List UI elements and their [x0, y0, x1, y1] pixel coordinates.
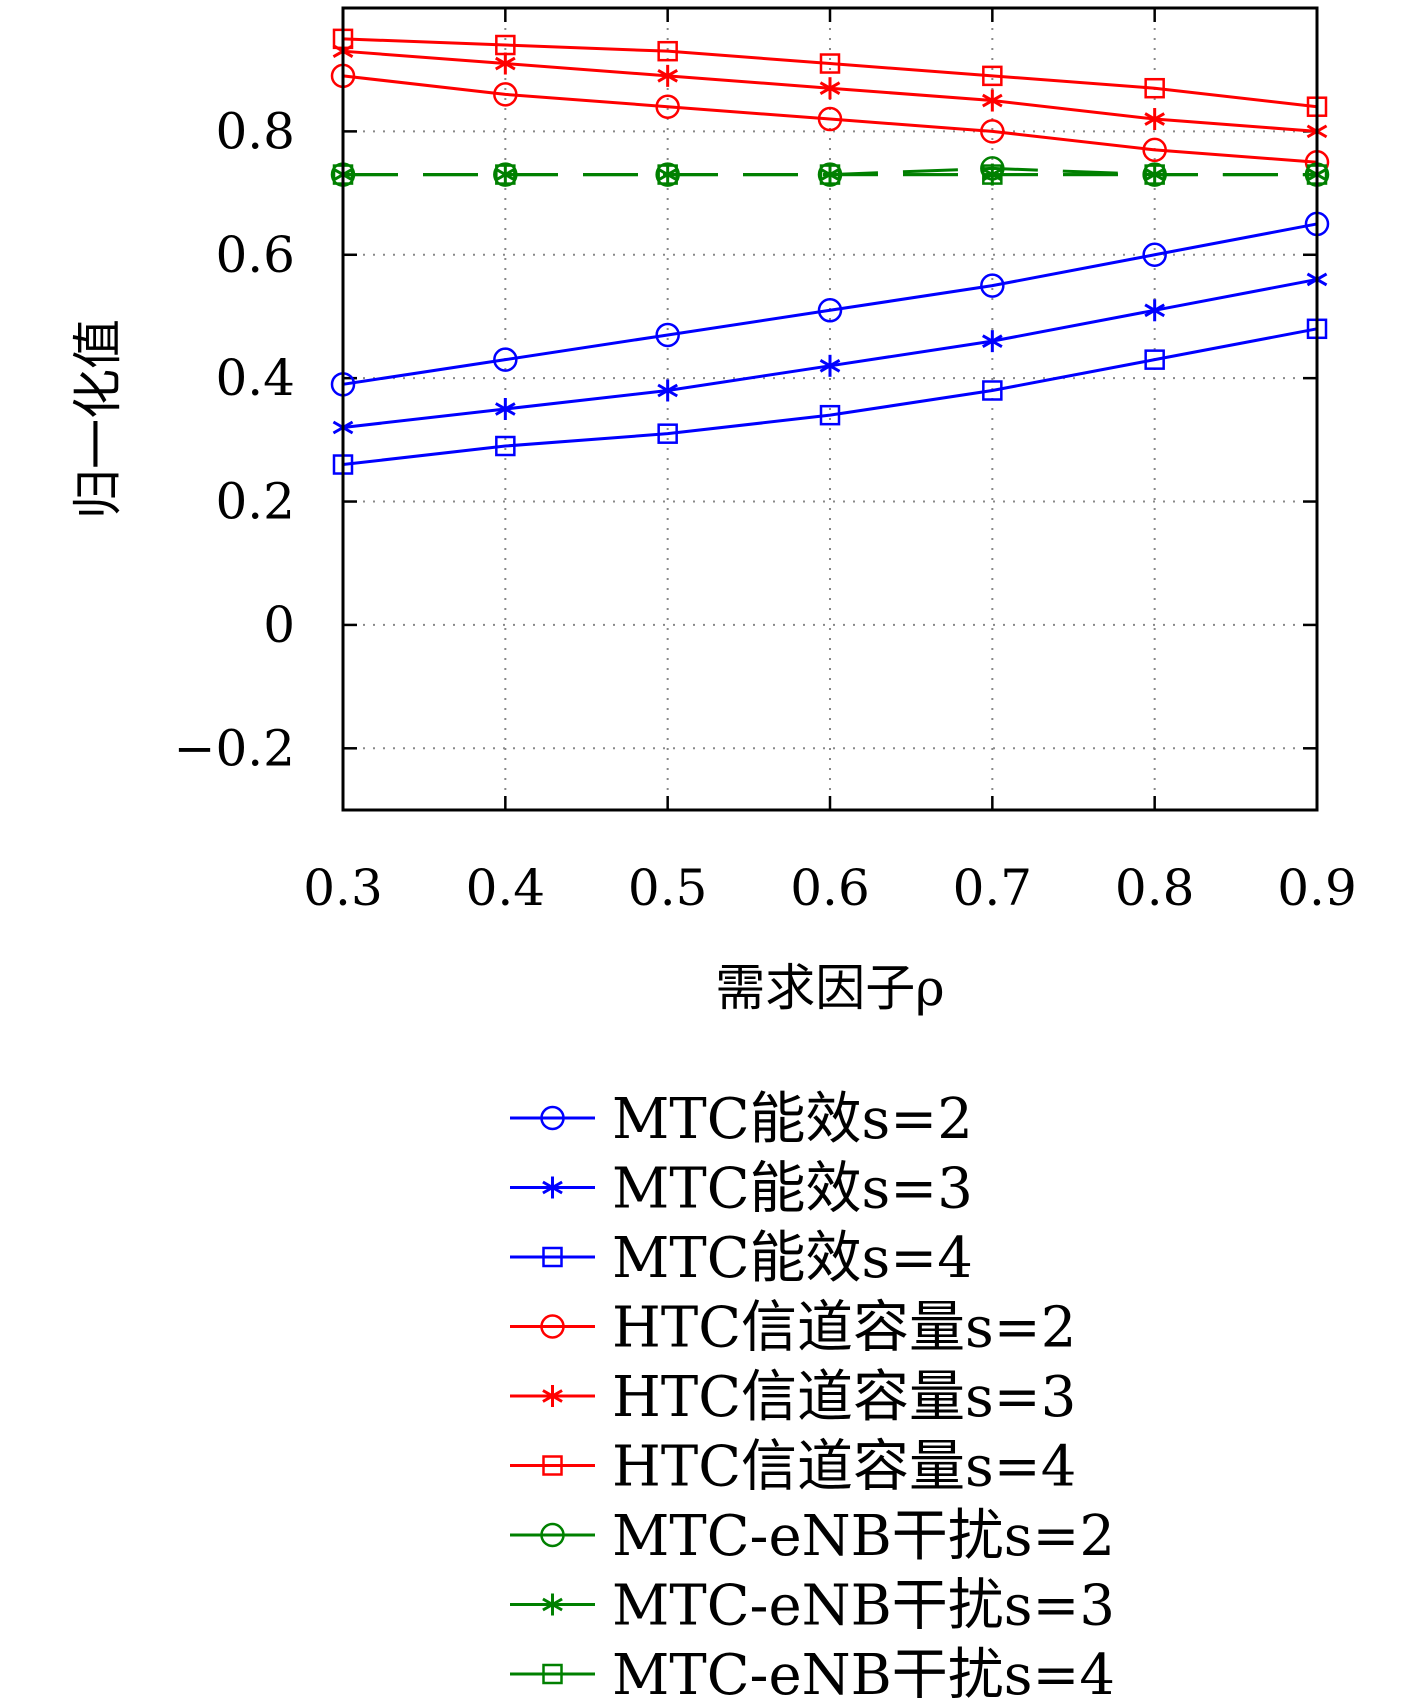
legend-marker: [540, 1314, 565, 1339]
legend-marker: [542, 1246, 563, 1268]
legend-marker: [540, 1522, 565, 1548]
grid: [342, 8, 1318, 810]
data-point: [817, 298, 843, 323]
series-line: [342, 327, 1318, 467]
data-point: [982, 65, 1003, 87]
data-point: [495, 435, 516, 457]
data-point: [655, 94, 680, 119]
y-tick-label: −0.2: [174, 719, 295, 777]
x-tick-label: 0.8: [1115, 859, 1195, 917]
data-point: [1142, 242, 1167, 268]
legend-marker: [540, 1105, 565, 1131]
legend-label: HTC信道容量s=4: [612, 1435, 1076, 1500]
y-tick-label: 0.6: [215, 226, 295, 284]
legend-label: MTC能效s=3: [612, 1157, 973, 1222]
data-point: [495, 398, 516, 420]
legend-marker: [542, 1176, 563, 1199]
y-tick-label: 0.8: [215, 102, 295, 160]
data-point: [657, 379, 678, 402]
legend-label: MTC能效s=4: [612, 1226, 973, 1291]
data-point: [495, 164, 516, 185]
data-point: [657, 40, 678, 62]
plot-frame: [341, 6, 1319, 812]
legend-label: HTC信道容量s=3: [612, 1365, 1076, 1430]
legend-marker: [542, 1455, 563, 1476]
data-point: [657, 164, 678, 185]
x-tick-labels: 0.3 0.4 0.5 0.6 0.7 0.8 0.9: [303, 859, 1357, 917]
series-line: [342, 222, 1318, 386]
x-tick-label: 0.6: [790, 859, 870, 917]
data-point: [655, 322, 680, 348]
legend-marker: [542, 1663, 563, 1685]
x-tick-label: 0.4: [466, 859, 546, 917]
legend: MTC能效s=2MTC能效s=3MTC能效s=4HTC信道容量s=2HTC信道容…: [510, 1087, 1115, 1698]
data-point: [982, 164, 1003, 185]
data-point: [1144, 108, 1165, 131]
data-point: [980, 119, 1005, 144]
data-point: [1144, 164, 1165, 185]
legend-label: MTC-eNB干扰s=2: [612, 1504, 1115, 1569]
legend-item: MTC能效s=4: [510, 1226, 973, 1291]
x-tick-label: 0.3: [303, 859, 383, 917]
x-tick-label: 0.5: [628, 859, 708, 917]
legend-item: HTC信道容量s=4: [510, 1435, 1076, 1500]
series-2: [332, 268, 1328, 439]
legend-item: HTC信道容量s=3: [510, 1365, 1076, 1430]
y-tick-label: 0: [263, 596, 295, 654]
legend-item: MTC-eNB干扰s=4: [510, 1643, 1115, 1698]
series-lines: [330, 28, 1330, 475]
series-line: [342, 37, 1318, 109]
data-point: [817, 106, 843, 132]
legend-marker: [542, 1593, 563, 1616]
data-point: [657, 64, 678, 87]
legend-label: MTC能效s=2: [612, 1087, 973, 1152]
y-tick-labels: −0.2 0 0.2 0.4 0.6 0.8: [174, 102, 295, 777]
legend-label: MTC-eNB干扰s=3: [612, 1574, 1115, 1639]
data-point: [1144, 299, 1165, 322]
legend-marker: [542, 1385, 563, 1407]
data-point: [819, 53, 841, 74]
data-point: [1144, 77, 1165, 99]
y-tick-label: 0.4: [215, 349, 295, 407]
legend-label: MTC-eNB干扰s=4: [612, 1643, 1115, 1698]
series-3: [332, 318, 1328, 475]
legend-item: MTC能效s=2: [510, 1087, 973, 1152]
data-point: [1142, 137, 1167, 163]
x-axis-title: 需求因子ρ: [715, 959, 944, 1017]
data-point: [495, 52, 516, 75]
data-point: [1144, 349, 1165, 370]
data-point: [657, 423, 678, 444]
data-point: [493, 82, 518, 107]
y-tick-label: 0.2: [215, 473, 295, 531]
x-tick-label: 0.9: [1277, 859, 1357, 917]
data-point: [819, 404, 841, 426]
data-point: [980, 273, 1005, 298]
series-line: [342, 74, 1318, 164]
y-axis-title: 归一化值: [69, 319, 127, 519]
data-point: [819, 164, 841, 185]
data-point: [819, 77, 841, 100]
data-point: [493, 347, 518, 372]
data-point: [982, 330, 1003, 353]
data-point: [495, 34, 516, 56]
legend-item: MTC-eNB干扰s=2: [510, 1504, 1115, 1569]
data-point: [819, 354, 841, 377]
x-tick-label: 0.7: [953, 859, 1033, 917]
legend-label: HTC信道容量s=2: [612, 1296, 1076, 1361]
legend-item: HTC信道容量s=2: [510, 1296, 1076, 1361]
data-point: [982, 89, 1003, 112]
data-point: [982, 380, 1003, 401]
legend-item: MTC-eNB干扰s=3: [510, 1574, 1115, 1639]
legend-item: MTC能效s=3: [510, 1157, 973, 1222]
series-6: [332, 28, 1328, 117]
